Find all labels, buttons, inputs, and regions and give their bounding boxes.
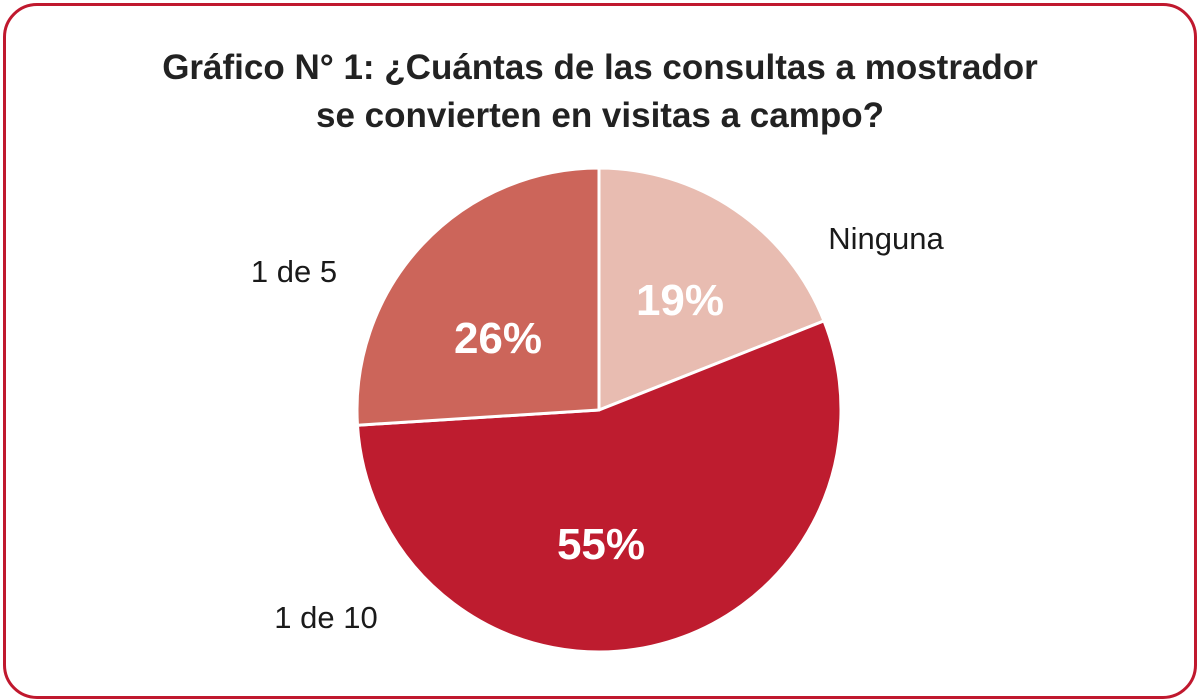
pie-slice-1-de-5 [355,166,601,427]
data-label-1-de-5: 26% [454,314,542,363]
chart-title: Gráfico N° 1: ¿Cuántas de las consultas … [0,44,1200,140]
category-label-1-de-10: 1 de 10 [274,600,377,635]
chart-title-line-2: se convierten en visitas a campo? [315,96,884,135]
category-label-1-de-5: 1 de 5 [251,254,337,289]
data-label-ninguna: 19% [636,276,724,325]
category-label-ninguna: Ninguna [828,221,944,256]
chart-title-line-1: Gráfico N° 1: ¿Cuántas de las consultas … [162,48,1038,87]
data-label-1-de-10: 55% [557,520,645,569]
pie-outline [356,167,842,653]
